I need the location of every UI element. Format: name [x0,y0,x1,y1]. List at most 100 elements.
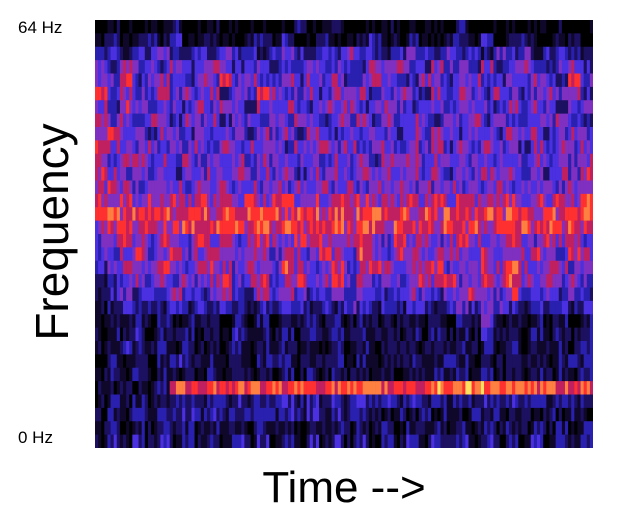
heatmap-cell [107,287,121,302]
heatmap-cell [580,327,593,342]
heatmap-cell [530,207,544,221]
heatmap-cell [381,193,395,208]
heatmap-cell [480,381,494,395]
heatmap-cell [331,367,345,382]
heatmap-cell [269,220,283,235]
heatmap-cell [157,33,170,48]
heatmap-cell [530,73,544,88]
heatmap-cell [207,300,220,315]
heatmap-cell [443,327,457,342]
heatmap-cell [219,113,233,128]
heatmap-cell [555,421,569,435]
heatmap-cell [95,381,108,395]
heatmap-cell [456,20,469,34]
heatmap-cell [207,220,220,235]
heatmap-cell [480,33,494,48]
heatmap-cell [207,234,220,248]
heatmap-cell [194,327,208,342]
heatmap-cell [505,341,519,355]
heatmap-cell [493,60,507,74]
heatmap-cell [306,167,320,181]
heatmap-cell [219,327,233,342]
heatmap-cell [331,60,345,74]
heatmap-cell [169,407,183,422]
heatmap-cell [194,341,208,355]
heatmap-cell [568,127,581,141]
heatmap-cell [456,140,469,155]
heatmap-cell [119,20,133,34]
heatmap-cell [95,113,108,128]
y-tick-label-bottom: 0 Hz [18,428,53,447]
heatmap-cell [368,407,382,422]
heatmap-cell [144,193,158,208]
heatmap-cell [319,127,332,141]
heatmap-cell [294,127,307,141]
heatmap-cell [505,381,519,395]
heatmap-cell [331,153,345,168]
heatmap-cell [107,113,121,128]
heatmap-cell [107,167,121,181]
heatmap-cell [306,381,320,395]
heatmap-cell [244,434,258,448]
heatmap-cell [568,327,581,342]
heatmap-cell [431,381,444,395]
heatmap-cell [281,167,295,181]
heatmap-cell [132,287,146,302]
heatmap-cell [331,434,345,448]
heatmap-cell [331,73,345,88]
heatmap-cell [169,354,183,369]
heatmap-cell [368,234,382,248]
heatmap-cell [406,73,419,88]
heatmap-cell [231,73,245,88]
heatmap-cell [194,434,208,448]
heatmap-cell [393,381,407,395]
heatmap-cell [344,327,357,342]
heatmap-cell [493,354,507,369]
heatmap-cell [493,207,507,221]
heatmap-cell [269,86,283,101]
heatmap-cell [119,260,133,275]
heatmap-cell [306,327,320,342]
heatmap-cell [518,60,532,74]
heatmap-cell [555,100,569,114]
heatmap-cell [207,180,220,195]
heatmap-cell [381,434,395,448]
heatmap-cell [568,153,581,168]
heatmap-cell [568,33,581,48]
heatmap-cell [456,407,469,422]
heatmap-cell [555,354,569,369]
heatmap-cell [157,20,170,34]
heatmap-cell [319,367,332,382]
heatmap-cell [406,127,419,141]
heatmap-cell [144,127,158,141]
heatmap-cell [219,193,233,208]
heatmap-cell [393,274,407,288]
heatmap-cell [431,287,444,302]
heatmap-cell [207,327,220,342]
heatmap-cell [580,300,593,315]
heatmap-cell [95,260,108,275]
heatmap-cell [119,86,133,101]
heatmap-cell [406,167,419,181]
heatmap-cell [331,234,345,248]
heatmap-cell [456,287,469,302]
heatmap-cell [555,247,569,262]
heatmap-cell [356,100,370,114]
heatmap-cell [381,153,395,168]
heatmap-cell [393,287,407,302]
heatmap-cell [543,127,556,141]
heatmap-cell [543,314,556,328]
heatmap-cell [518,367,532,382]
heatmap-cell [393,207,407,221]
heatmap-cell [194,100,208,114]
heatmap-cell [244,46,258,61]
heatmap-cell [543,381,556,395]
heatmap-cell [406,287,419,302]
heatmap-cell [207,153,220,168]
heatmap-cell [182,140,195,155]
heatmap-cell [530,46,544,61]
heatmap-cell [344,274,357,288]
heatmap-cell [580,73,593,88]
heatmap-cell [568,220,581,235]
heatmap-cell [344,100,357,114]
